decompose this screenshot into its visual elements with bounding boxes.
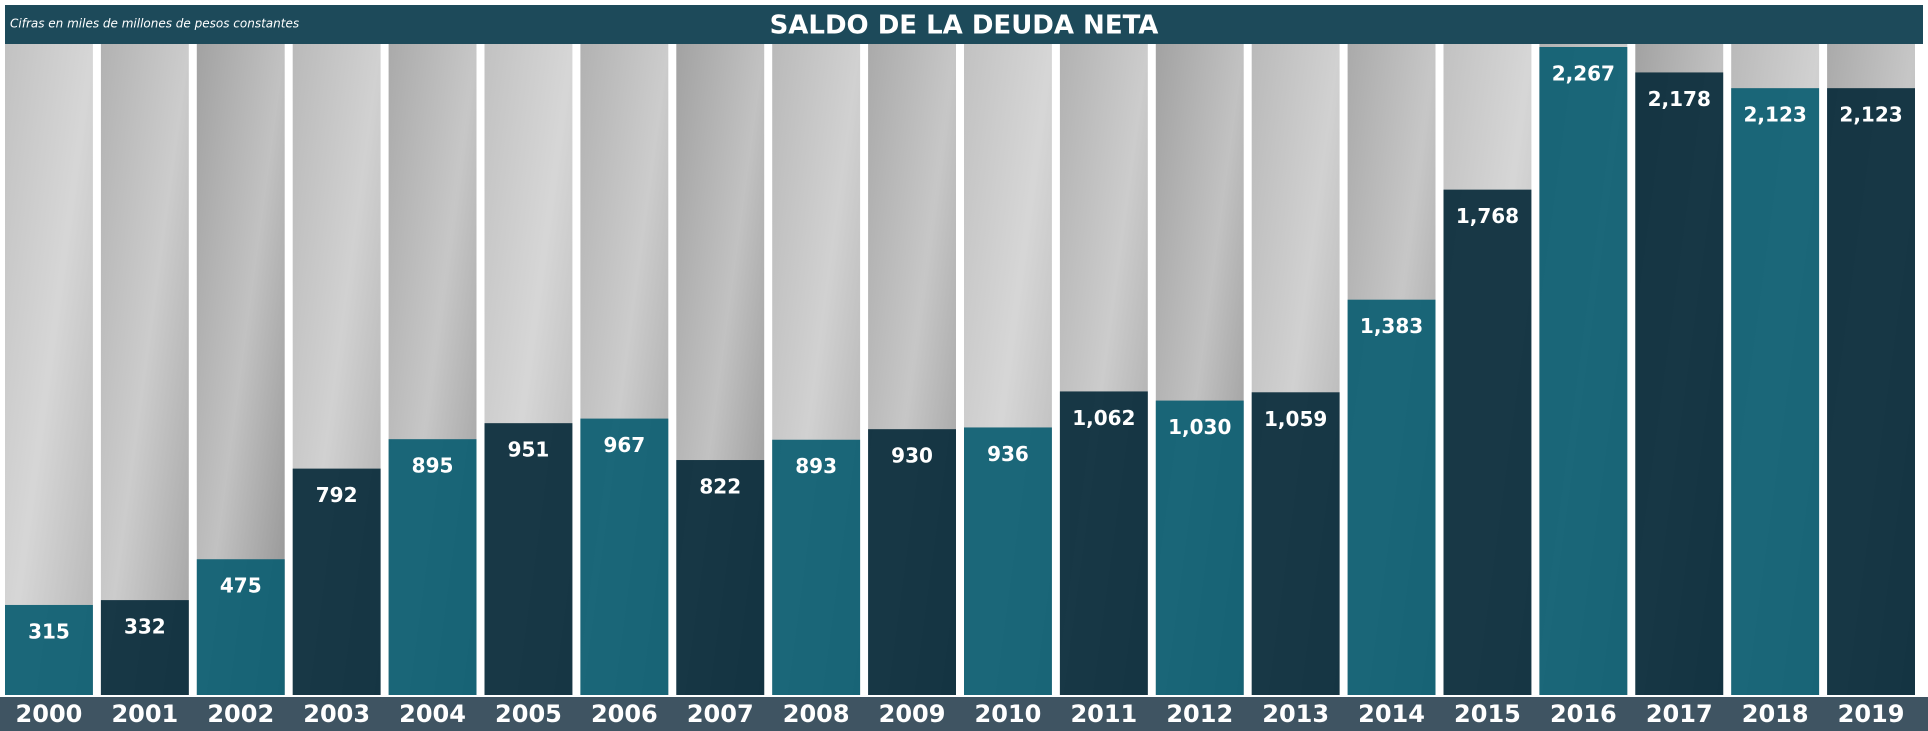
title-band [5,5,1923,44]
bar [100,600,189,695]
x-tick-label: 2010 [975,700,1042,728]
value-label: 792 [316,483,358,507]
value-label: 1,030 [1168,415,1231,439]
bar [1635,72,1724,695]
value-label: 967 [603,433,645,457]
x-tick-label: 2001 [111,700,178,728]
x-tick-label: 2006 [591,700,658,728]
x-tick-label: 2018 [1742,700,1809,728]
x-tick-label: 2011 [1070,700,1137,728]
value-label: 1,059 [1264,407,1327,431]
value-label: 1,768 [1456,204,1519,228]
bar [1539,47,1628,695]
chart-subtitle: Cifras en miles de millones de pesos con… [10,17,299,31]
bar [1347,299,1436,695]
x-tick-label: 2019 [1838,700,1905,728]
bar [1731,88,1820,695]
x-tick-label: 2000 [16,700,83,728]
bar [868,429,956,695]
value-label: 895 [412,454,454,478]
photo-column [5,44,93,695]
value-label: 475 [220,574,262,598]
bar [388,439,477,695]
value-label: 930 [891,444,933,468]
chart-title: SALDO DE LA DEUDA NETA [770,11,1159,41]
x-tick-label: 2005 [495,700,562,728]
x-tick-label: 2002 [207,700,274,728]
bar [1251,392,1340,695]
photo-column [100,44,189,695]
bar [1443,189,1532,695]
value-label: 315 [28,619,70,643]
x-tick-label: 2012 [1166,700,1233,728]
bar [772,439,861,695]
x-tick-label: 2007 [687,700,754,728]
bar [484,423,573,695]
value-label: 893 [795,454,837,478]
bar [5,604,93,695]
value-label: 2,123 [1839,103,1902,127]
x-tick-label: 2009 [879,700,946,728]
x-tick-label: 2014 [1358,700,1425,728]
bar [1827,88,1915,695]
value-label: 1,062 [1072,406,1135,430]
bar [580,418,669,695]
x-tick-label: 2016 [1550,700,1617,728]
bar [196,559,285,695]
value-label: 2,178 [1648,87,1711,111]
x-tick-label: 2017 [1646,700,1713,728]
value-label: 2,267 [1552,62,1615,86]
bar [292,468,381,695]
value-label: 2,123 [1744,103,1807,127]
value-label: 1,383 [1360,314,1423,338]
bar [1155,400,1244,695]
bar [964,427,1052,695]
value-label: 822 [699,475,741,499]
x-tick-label: 2013 [1262,700,1329,728]
x-tick-label: 2004 [399,700,466,728]
x-tick-label: 2003 [303,700,370,728]
value-label: 936 [987,442,1029,466]
bar [676,460,765,695]
value-label: 332 [124,615,166,639]
value-label: 951 [508,438,550,462]
x-tick-label: 2015 [1454,700,1521,728]
axis-band [0,697,1928,731]
bar [1059,391,1148,695]
x-tick-label: 2008 [783,700,850,728]
